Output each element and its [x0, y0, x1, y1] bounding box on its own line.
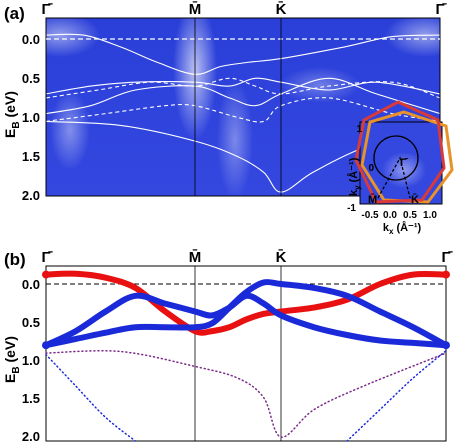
panel-b-label: (b) [4, 250, 26, 269]
ytick-b-4: 2.0 [22, 429, 40, 444]
panel-b-yticks: 0.0 0.5 1.0 1.5 2.0 [22, 277, 40, 444]
inset-xtick-0: -0.5 [361, 210, 379, 221]
inset-xtick-2: 0.5 [403, 210, 417, 221]
panel-a-yticks: 0.0 0.5 1.0 1.5 2.0 [22, 32, 40, 203]
band-a-0 [46, 33, 440, 75]
path-label-k-a: K̄ [276, 0, 287, 18]
inset-glow [382, 152, 426, 188]
band-endpoint-3 [442, 341, 450, 350]
path-label-gamma-b1: Γ̄ [41, 249, 53, 266]
ytick-b-1: 0.5 [22, 315, 40, 330]
inset-k: K̄ [411, 194, 419, 206]
arpes-glow-gamma-left [46, 18, 100, 57]
path-label-m-b: M̄ [189, 248, 202, 266]
panel-a-top-labels: Γ̄ M̄ K̄ Γ̄ [41, 0, 447, 18]
band-b-blue-dotted-4 [45, 353, 137, 442]
band-b-purple-3 [45, 350, 447, 438]
panel-b-bands [42, 270, 450, 442]
path-label-gamma-b2: Γ̄ [441, 249, 453, 266]
panel-a-label: (a) [4, 4, 25, 23]
path-label-gamma-a2: Γ̄ [435, 1, 447, 18]
band-endpoint-0 [42, 270, 50, 279]
band-b-blue-2 [43, 278, 449, 349]
ytick-a-3: 1.5 [22, 149, 40, 164]
bz-inset: Γ̄ M̄ K̄ 1 0 -1 -0.5 0.0 0.5 1.0 kx (Å⁻¹… [347, 100, 454, 236]
path-label-k-b: K̄ [276, 248, 287, 266]
ytick-a-0: 0.0 [22, 32, 40, 47]
band-a-3 [46, 120, 440, 193]
ytick-a-2: 1.0 [22, 110, 40, 125]
panel-a-frame [45, 17, 441, 197]
path-label-m-a: M̄ [189, 0, 202, 18]
arpes-glow-k [280, 67, 360, 103]
ytick-b-3: 1.5 [22, 391, 40, 406]
ytick-a-4: 2.0 [22, 188, 40, 203]
panel-a-plot [46, 18, 440, 196]
inset-xtick-1: 0.0 [383, 210, 397, 221]
ytick-b-2: 1.0 [22, 353, 40, 368]
band-b-blue-dotted-5 [346, 349, 447, 442]
inset-m: M̄ [368, 194, 377, 206]
inset-ytick-0: 0 [368, 163, 374, 174]
inset-xtick-3: 1.0 [423, 210, 437, 221]
arpes-glow-center [217, 80, 253, 196]
arpes-glow-left-low [50, 90, 90, 170]
band-endpoint-1 [442, 270, 450, 279]
inset-gamma: Γ̄ [400, 157, 409, 169]
panel-a-bands [46, 33, 440, 193]
panel-b-top-labels: Γ̄ M̄ K̄ Γ̄ [41, 248, 453, 266]
band-a-1 [46, 77, 440, 95]
arpes-glow-gamma-right [385, 18, 440, 57]
inset-ytick-1: 1 [356, 124, 362, 135]
inset-path [377, 156, 411, 199]
band-b-red-0 [43, 270, 449, 336]
ytick-a-1: 0.5 [22, 71, 40, 86]
ytick-b-0: 0.0 [22, 277, 40, 292]
band-a-5 [46, 97, 440, 123]
band-a-2 [46, 77, 440, 115]
inset-ytick-minus1: -1 [347, 203, 356, 214]
inset-circle [373, 135, 419, 181]
path-label-gamma-a1: Γ̄ [41, 1, 53, 18]
inset-ylabel: ky (Å⁻¹) [347, 157, 362, 196]
band-a-4 [46, 77, 440, 99]
hexagon-red [354, 100, 446, 204]
ylabel-a: EB (eV) [2, 91, 22, 138]
band-endpoint-2 [42, 341, 50, 350]
inset-xlabel: kx (Å⁻¹) [383, 221, 422, 236]
ylabel-b: EB (eV) [2, 336, 22, 383]
